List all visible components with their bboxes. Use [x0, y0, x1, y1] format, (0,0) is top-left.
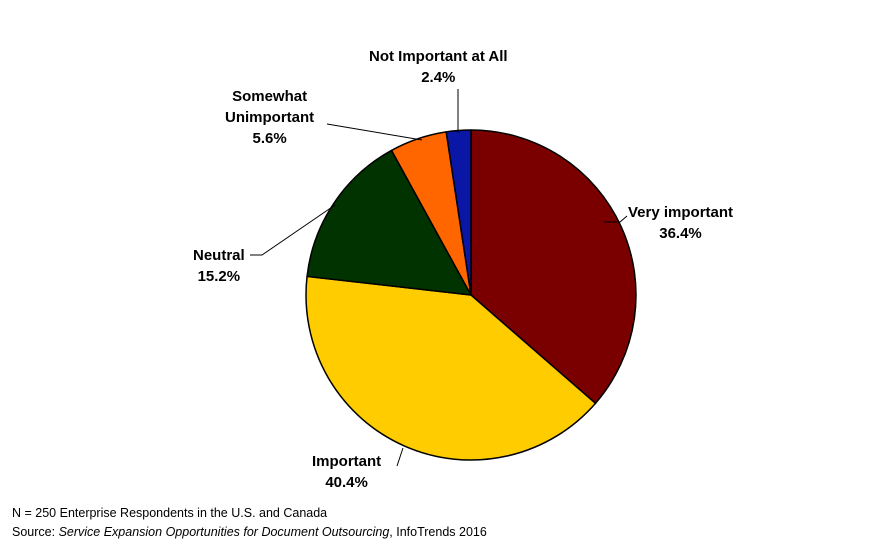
slice-label-very-important: Very important 36.4% [628, 202, 733, 244]
slice-label-name-line-1: Somewhat [232, 88, 308, 105]
pie-slice-very-important [470, 129, 637, 405]
slice-label-name: Not Important at All [369, 48, 508, 65]
slice-label-name: Very important [628, 204, 734, 221]
source-title: Service Expansion Opportunities for Docu… [58, 525, 390, 539]
pie-slice-important [305, 275, 597, 461]
sample-note: N = 250 Enterprise Respondents in the U.… [12, 506, 328, 520]
source-suffix: , InfoTrends 2016 [389, 525, 487, 539]
slice-label-name: Neutral [193, 247, 245, 264]
slice-label-name-line-2: Unimportant [225, 109, 315, 126]
slice-label-name: Important [312, 453, 382, 470]
slice-label-neutral: Neutral 15.2% [193, 245, 245, 287]
slice-label-value: 2.4% [421, 69, 456, 86]
slice-label-not-important-at-all: Not Important at All 2.4% [369, 46, 508, 88]
pie-slice-not-important-at-all [445, 129, 472, 296]
pie-slice-neutral [306, 149, 472, 296]
slice-label-somewhat-unimportant: Somewhat Unimportant 5.6% [225, 86, 314, 149]
slice-label-value: 36.4% [659, 225, 702, 242]
leader-very-important [604, 215, 628, 223]
leader-lines [250, 89, 628, 467]
source-prefix: Source: [12, 525, 59, 539]
slice-label-value: 15.2% [197, 268, 241, 285]
leader-somewhat-unimportant [326, 123, 423, 141]
slice-label-value: 40.4% [325, 474, 368, 491]
slice-label-value: 5.6% [252, 130, 287, 147]
leader-neutral [250, 204, 336, 256]
slice-label-important: Important 40.4% [312, 451, 381, 493]
pie-slices [305, 129, 637, 461]
source-note: Source: Service Expansion Opportunities … [12, 525, 487, 539]
leader-important [396, 447, 404, 467]
